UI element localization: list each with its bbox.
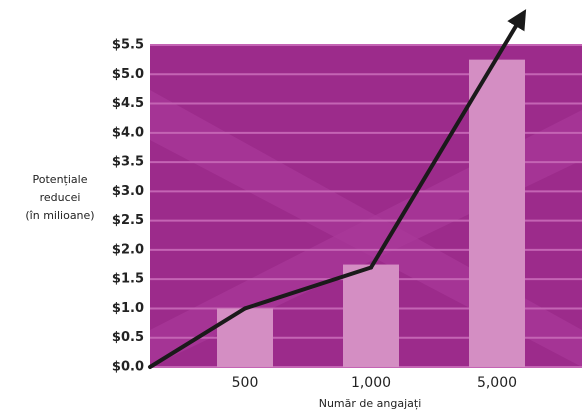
y-axis-label: (în milioane): [25, 209, 94, 222]
bar: [469, 59, 525, 368]
y-tick-label: $1.5: [112, 272, 144, 287]
y-tick-label: $2.5: [112, 213, 144, 228]
trend-start: [148, 306, 247, 369]
bar: [343, 264, 399, 367]
y-tick-label: $3.0: [112, 184, 144, 199]
y-tick-label: $2.0: [112, 242, 144, 257]
y-tick-label: $4.5: [112, 96, 144, 111]
y-tick-label: $1.0: [112, 301, 144, 316]
trend-line: [243, 265, 373, 311]
x-axis-label: Număr de angajați: [319, 397, 422, 410]
y-tick-label: $5.0: [112, 67, 144, 82]
y-tick-label: $3.5: [112, 155, 144, 170]
y-tick-label: $4.0: [112, 125, 144, 140]
bar: [217, 308, 273, 367]
x-tick-label: 5,000: [477, 375, 517, 391]
x-tick-label: 1,000: [351, 375, 391, 391]
y-axis-label: reducei: [40, 191, 81, 204]
x-tick-label: 500: [232, 375, 259, 391]
trend-arrow: [369, 9, 527, 270]
y-tick-label: $0.0: [112, 360, 144, 375]
y-tick-label: $5.5: [112, 38, 144, 53]
y-axis-label: Potențiale: [33, 173, 88, 186]
y-tick-label: $0.5: [112, 330, 144, 345]
